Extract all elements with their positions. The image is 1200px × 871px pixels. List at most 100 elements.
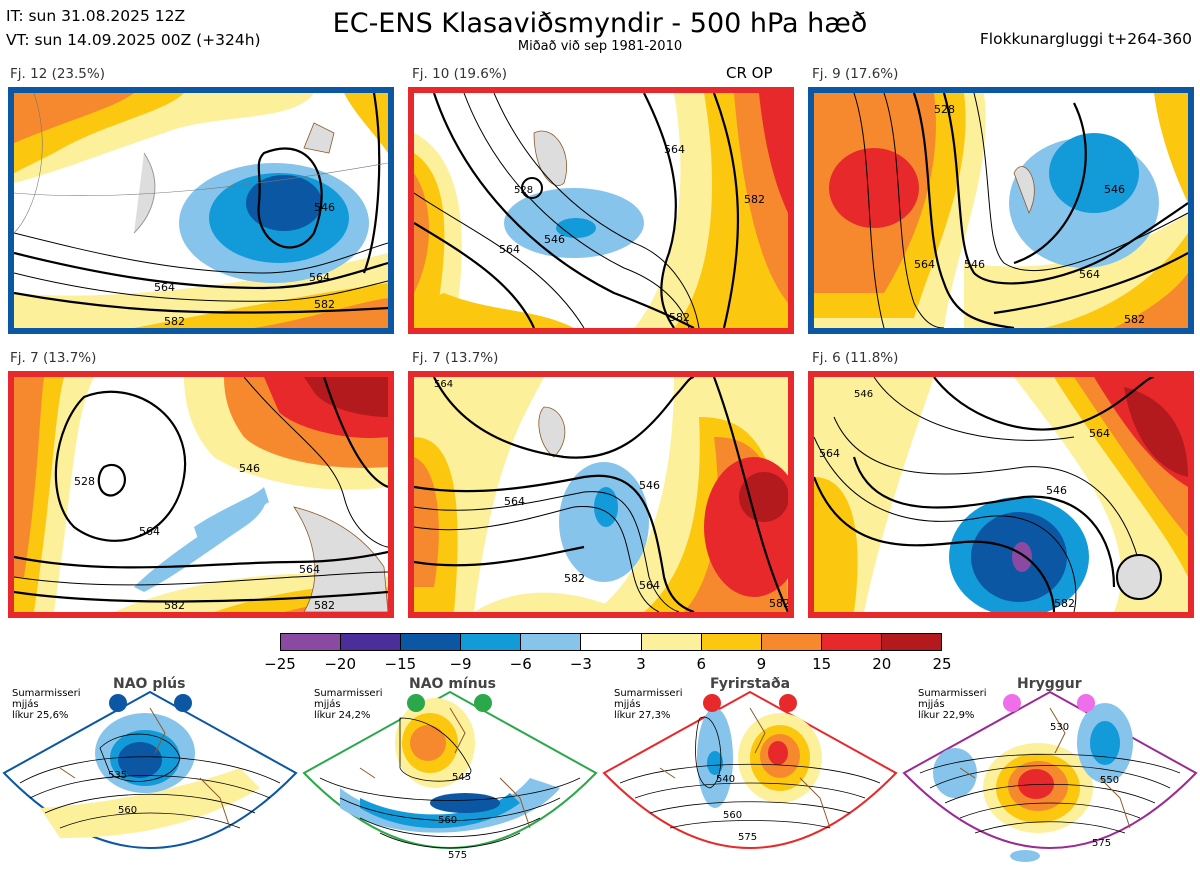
page-title: EC-ENS Klasaviðsmyndir - 500 hPa hæð [332,8,868,39]
colorbar [280,633,942,651]
panel-1-label: Fj. 12 (23.5%) [10,66,105,82]
contour-label: 564 [499,243,520,256]
page-subtitle: Miðað við sep 1981-2010 [517,39,683,54]
colorbar-bin [461,634,522,650]
regime-contour-label: 530 [1050,722,1069,733]
classification-window: Flokkunargluggi t+264-360 [979,30,1192,48]
regime-contour-label: 545 [452,772,471,783]
contour-label: 564 [434,379,453,390]
regime-3-title: Fyrirstaða [710,676,791,692]
contour-label: 546 [639,479,660,492]
panel-2-label: Fj. 10 (19.6%) [412,66,507,82]
contour-label: 582 [164,599,185,612]
colorbar-tick-label: −15 [384,655,417,673]
contour-label: 582 [164,315,185,328]
cluster-map-1-graphic: 564 564 582 582 546 [14,93,388,328]
contour-label: 582 [769,597,788,610]
panel-4-label: Fj. 7 (13.7%) [10,350,97,366]
colorbar-bin [701,634,762,650]
contour-label: 528 [74,475,95,488]
valid-time: VT: sun 14.09.2025 00Z (+324h) [6,31,261,49]
cluster-map-6: 546 546 564 564 582 [808,371,1194,618]
contour-label: 546 [964,258,985,271]
contour-label: 564 [914,258,935,271]
contour-label: 546 [239,462,260,475]
colorbar-tick-label: 15 [812,655,832,673]
contour-label: 564 [309,271,330,284]
colorbar-bin [881,634,942,650]
contour-label: 582 [564,572,585,585]
contour-label: 546 [854,389,873,400]
header-info: IT: sun 31.08.2025 12Z VT: sun 14.09.202… [6,4,261,52]
cluster-map-1: 564 564 582 582 546 [8,87,394,334]
colorbar-tick-label: −20 [324,655,356,673]
regime-2-map: 545 560 575 [302,690,598,861]
contour-label: 582 [314,298,335,311]
colorbar-tick-label: −25 [264,655,296,673]
cluster-map-6-graphic: 546 546 564 564 582 [814,377,1188,612]
cluster-map-2-graphic: 546 564 564 582 582 528 [414,93,788,328]
contour-label: 564 [664,143,685,156]
regime-contour-label: 540 [716,774,735,785]
colorbar-tick-label: 9 [756,655,767,673]
colorbar-tick-label: −9 [449,655,472,673]
regime-contour-label: 575 [1092,838,1111,849]
regime-contour-label: 560 [723,810,742,821]
regime-contour-label: 550 [1100,775,1119,786]
contour-label: 582 [314,599,335,612]
contour-label: 582 [669,311,690,324]
regime-contour-label: 575 [738,832,757,843]
regime-3-map: 540 560 575 [602,690,898,849]
regime-4-map: 530 550 575 [902,690,1198,862]
regime-contour-label: 560 [438,815,457,826]
panel-6-label: Fj. 6 (11.8%) [812,350,899,366]
contour-label: 564 [819,447,840,460]
contour-label: 564 [154,281,175,294]
colorbar-bin [281,634,342,650]
cluster-map-5: 564 546 564 564 582 582 [408,371,794,618]
regime-4-title: Hryggur [1017,676,1082,692]
colorbar-tick-label: 20 [872,655,892,673]
regime-contour-label: 575 [448,850,467,861]
regime-4-info: Sumarmisseri mjjás líkur 22,9% [918,688,987,721]
colorbar-bin [341,634,402,650]
cluster-map-3: 546 546 564 564 582 528 [808,87,1194,334]
regime-2-info: Sumarmisseri mjjás líkur 24,2% [314,688,383,721]
contour-label: 564 [639,579,660,592]
colorbar-bin [821,634,882,650]
panel-3-label: Fj. 9 (17.6%) [812,66,899,82]
colorbar-bin [641,634,702,650]
contour-label: 564 [299,563,320,576]
contour-label: 564 [1079,268,1100,281]
contour-label: 582 [744,193,765,206]
regime-1-title: NAO plús [113,676,186,692]
contour-label: 546 [544,233,565,246]
colorbar-bin [401,634,462,650]
cluster-map-3-graphic: 546 546 564 564 582 528 [814,93,1188,328]
cluster-map-4: 528 546 564 564 582 582 [8,371,394,618]
cluster-map-2: 546 564 564 582 582 528 [408,87,794,334]
initial-time: IT: sun 31.08.2025 12Z [6,7,186,25]
colorbar-bin [581,634,642,650]
contour-label: 564 [1089,427,1110,440]
regime-contour-label: 560 [118,805,137,816]
contour-label: 546 [1046,484,1067,497]
colorbar-tick-label: −3 [569,655,592,673]
cluster-map-4-graphic: 528 546 564 564 582 582 [14,377,388,612]
contour-label: 582 [1054,597,1075,610]
colorbar-tick-label: −6 [509,655,532,673]
contour-label: 564 [139,525,160,538]
regime-contour-label: 535 [108,770,127,781]
regime-2-title: NAO mínus [409,676,496,692]
colorbar-bin [761,634,822,650]
regime-1-map: 535 560 [2,690,298,849]
panel-5-label: Fj. 7 (13.7%) [412,350,499,366]
contour-label: 546 [1104,183,1125,196]
colorbar-bin [521,634,582,650]
contour-label: 564 [504,495,525,508]
panel-2-badge: CR OP [726,64,773,82]
colorbar-tick-label: 25 [932,655,952,673]
contour-label: 582 [1124,313,1145,326]
colorbar-tick-label: 3 [636,655,646,673]
contour-label: 528 [934,103,955,116]
